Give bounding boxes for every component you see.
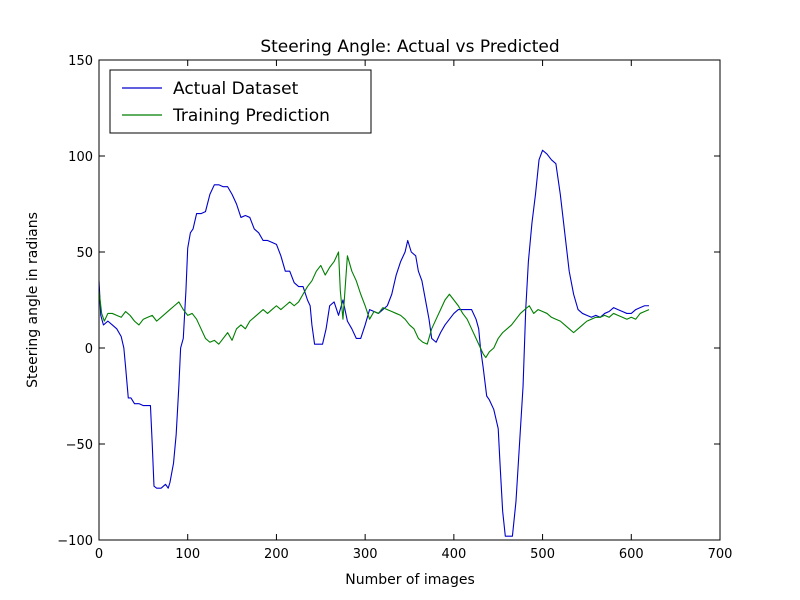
x-tick-label: 400 (441, 547, 466, 562)
y-tick-label: 0 (85, 342, 93, 357)
series-line-2 (98, 251, 650, 359)
y-tick-label: −50 (66, 438, 93, 453)
x-tick-label: 700 (708, 547, 733, 562)
x-axis-label: Number of images (345, 572, 475, 588)
x-tick-label: 600 (619, 547, 644, 562)
y-tick-label: 100 (68, 150, 93, 165)
x-tick-label: 300 (353, 547, 378, 562)
x-axis: 0 100 200 300 400 500 600 700 (95, 60, 733, 562)
y-axis-label: Steering angle in radians (25, 212, 41, 388)
y-tick-label: 150 (68, 54, 93, 69)
plot-frame (98, 59, 721, 541)
legend-label-1: Actual Dataset (173, 79, 299, 99)
x-tick-label: 200 (264, 547, 289, 562)
x-tick-label: 100 (175, 547, 200, 562)
y-tick-label: 50 (76, 246, 93, 261)
x-tick-label: 0 (95, 547, 103, 562)
legend-label-2: Training Prediction (172, 106, 330, 126)
plot-area (98, 59, 721, 541)
legend: Actual Dataset Training Prediction (109, 69, 372, 134)
chart-title: Steering Angle: Actual vs Predicted (260, 37, 559, 57)
x-tick-label: 500 (530, 547, 555, 562)
y-tick-label: −100 (57, 534, 93, 549)
legend-box (109, 69, 372, 134)
series-line-1 (98, 149, 650, 537)
y-axis: −100 −50 0 50 100 150 (57, 54, 720, 549)
